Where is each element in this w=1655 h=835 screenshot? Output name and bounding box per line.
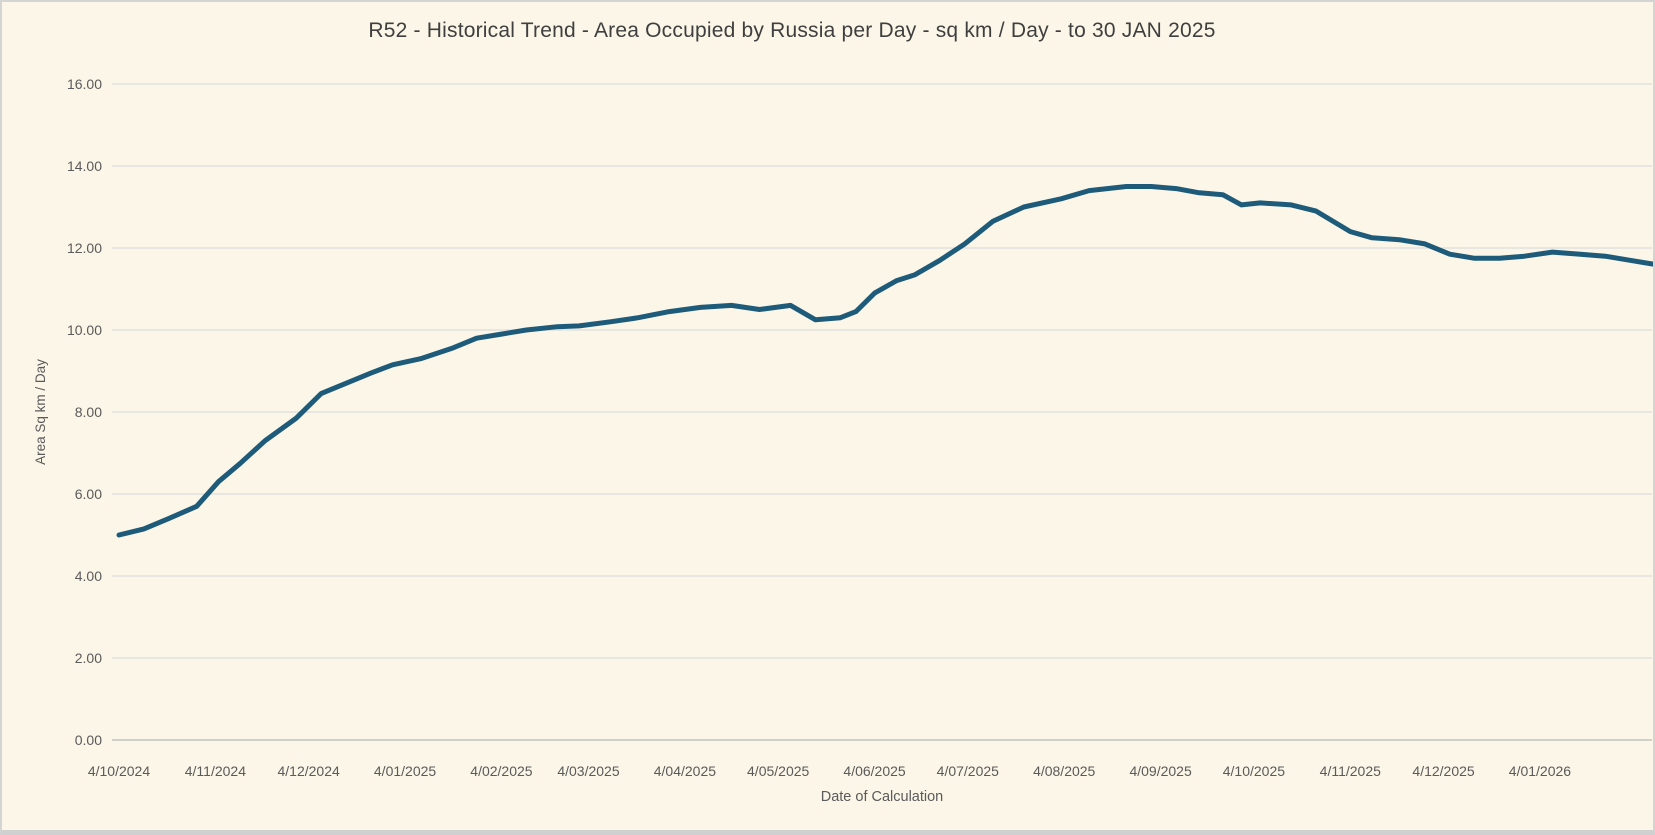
x-tick-label: 4/10/2025 — [1222, 763, 1286, 779]
y-tick-label: 16.00 — [66, 76, 102, 92]
y-tick-label: 0.00 — [74, 732, 102, 748]
x-tick-label: 4/04/2025 — [653, 763, 717, 779]
x-tick-label: 4/11/2025 — [1319, 763, 1381, 779]
x-tick-label: 4/08/2025 — [1033, 763, 1096, 779]
y-tick-label: 14.00 — [66, 158, 102, 174]
x-tick-label: 4/12/2025 — [1412, 763, 1475, 779]
x-axis-title: Date of Calculation — [820, 789, 944, 805]
chart-title: R52 - Historical Trend - Area Occupied b… — [368, 19, 1216, 42]
x-tick-label: 4/07/2025 — [936, 763, 999, 779]
y-tick-label: 4.00 — [74, 568, 102, 584]
x-tick-label: 4/10/2024 — [87, 763, 151, 779]
x-tick-label: 4/01/2026 — [1508, 763, 1572, 779]
x-tick-label: 4/09/2025 — [1129, 763, 1192, 779]
y-tick-label: 12.00 — [66, 240, 102, 256]
x-tick-label: 4/03/2025 — [557, 763, 620, 779]
y-tick-label: 2.00 — [74, 650, 102, 666]
x-tick-label: 4/12/2024 — [277, 763, 340, 779]
x-tick-label: 4/11/2024 — [184, 763, 246, 779]
gridlines — [112, 83, 1652, 741]
x-tick-label: 4/05/2025 — [747, 763, 810, 779]
x-tick-label: 4/01/2025 — [373, 763, 437, 779]
x-tick-label: 4/02/2025 — [470, 763, 533, 779]
y-tick-label: 6.00 — [74, 486, 102, 502]
trend-line — [116, 184, 1653, 538]
y-tick-label: 10.00 — [66, 322, 102, 338]
x-tick-label: 4/06/2025 — [843, 763, 906, 779]
y-tick-label: 8.00 — [74, 404, 102, 420]
